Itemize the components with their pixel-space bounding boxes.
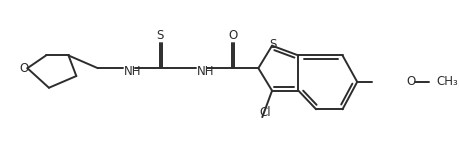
Text: NH: NH (124, 65, 141, 78)
Text: CH₃: CH₃ (436, 75, 457, 88)
Text: S: S (269, 38, 276, 51)
Text: Cl: Cl (259, 106, 270, 119)
Text: NH: NH (196, 65, 214, 78)
Text: O: O (20, 62, 29, 75)
Text: S: S (156, 29, 163, 42)
Text: O: O (228, 29, 237, 42)
Text: O: O (405, 75, 415, 88)
